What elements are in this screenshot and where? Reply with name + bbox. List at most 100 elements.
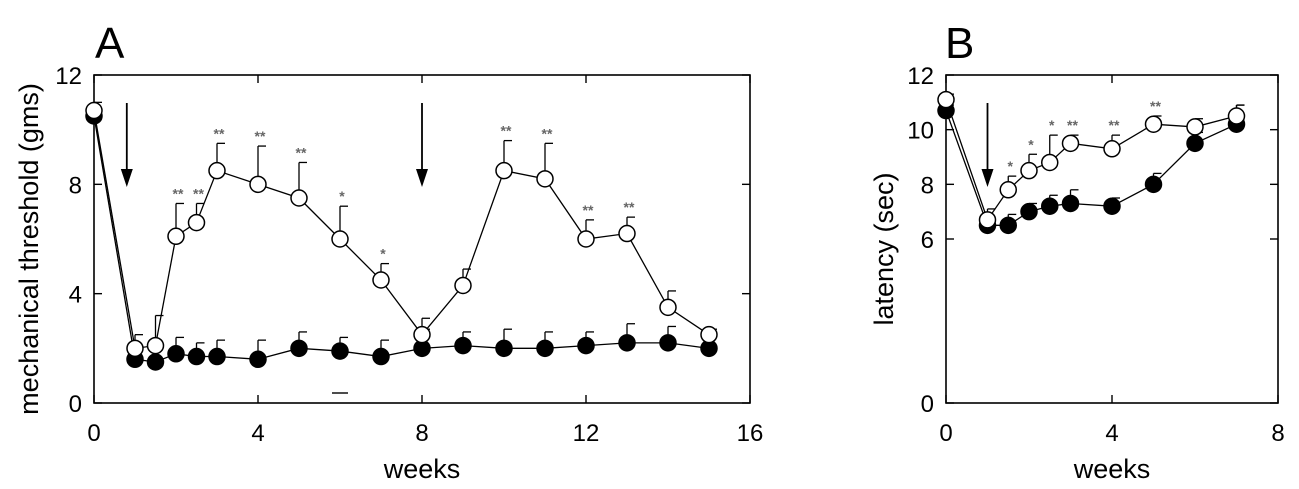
open-point [495,161,513,180]
open-point [937,90,955,109]
y-axis-title: mechanical threshold (gms) [14,83,44,415]
open-point [1144,115,1163,133]
significance-label: ** [501,123,512,139]
y-tick-label: 10 [907,118,934,145]
filled-point [331,342,349,360]
arrow-head [120,169,133,187]
x-tick-label: 4 [251,420,264,447]
filled-point [167,345,185,363]
y-tick-label: 0 [69,391,82,418]
significance-label: * [339,188,345,204]
panel-label: A [95,19,125,68]
series-open: ** **** ******** **** ** [85,101,718,358]
open-point [413,325,431,344]
filled-point [577,336,595,355]
x-tick-label: 8 [1271,420,1284,447]
filled-point [146,353,165,371]
x-tick-label: 16 [737,420,764,447]
significance-label: ** [583,202,594,218]
significance-label: ** [193,185,204,201]
series-line [93,110,710,350]
arrow-head [981,169,994,187]
x-tick-label: 0 [939,420,952,447]
filled-point [372,347,390,366]
open-point [290,189,308,207]
arrow-head [416,169,428,187]
filled-point [187,347,206,366]
y-tick-label: 8 [69,172,82,199]
open-point [536,170,554,188]
open-point [454,276,472,295]
filled-point [208,347,226,366]
y-axis-title: latency (sec) [869,172,899,325]
x-tick-label: 8 [415,420,428,447]
panel-a: A 0 4 8 12 16 0 4 8 12 weeks mechanical threshold (… [14,19,763,484]
significance-label: ** [624,199,635,215]
open-point [577,230,595,248]
y-tick-label: 4 [69,282,82,309]
open-point [85,101,103,120]
significance-label: ** [1150,98,1161,114]
open-point [700,325,718,344]
open-point [167,227,185,246]
series-line [945,110,1237,226]
significance-label: ** [1109,117,1120,133]
significance-label: * [380,246,386,262]
filled-point [999,216,1017,235]
open-point [1186,118,1204,136]
open-point [331,230,349,248]
series-open: *** ** **** [937,90,1246,229]
open-point [1041,153,1059,172]
open-point [1061,134,1080,153]
open-point [249,175,267,194]
filled-point [290,339,308,358]
filled-point [1041,197,1059,215]
filled-point [454,336,472,355]
significance-label: * [1028,136,1034,152]
significance-label: * [1049,117,1055,133]
y-tick-label: 6 [921,227,934,254]
open-point [1020,161,1038,180]
significance-label: ** [296,144,307,160]
filled-point [1103,197,1121,215]
series-filled [937,101,1246,235]
filled-point [1186,134,1204,153]
series-line [93,115,710,363]
open-point [1103,140,1121,158]
significance-label: * [1008,158,1014,174]
filled-point [659,334,677,352]
y-tick-label: 12 [907,63,934,90]
open-point [187,213,206,232]
open-point [659,298,677,317]
y-tick-label: 8 [921,172,934,199]
significance-label: ** [542,125,553,141]
x-tick-label: 0 [87,420,100,447]
significance-label: ** [1067,117,1078,133]
filled-point [495,339,513,358]
open-point [208,161,226,180]
open-point [978,211,997,229]
x-tick-label: 4 [1105,420,1118,447]
open-point [999,181,1017,199]
y-tick-label: 0 [921,391,934,418]
series-line [945,99,1237,222]
filled-point [249,350,267,369]
open-point [126,339,144,358]
filled-point [536,339,554,358]
significance-label: ** [173,185,184,201]
filled-point [1020,202,1038,221]
y-tick-label: 12 [55,63,82,90]
x-axis-title: weeks [1073,454,1151,484]
filled-point [1144,175,1163,194]
open-point [618,224,636,243]
significance-label: ** [255,128,266,144]
open-point [372,271,390,289]
open-point [1227,107,1246,125]
panel-label: B [945,19,974,68]
filled-point [1061,194,1080,213]
x-tick-label: 12 [573,420,600,447]
significance-label: ** [214,125,225,141]
x-axis-title: weeks [383,454,461,484]
